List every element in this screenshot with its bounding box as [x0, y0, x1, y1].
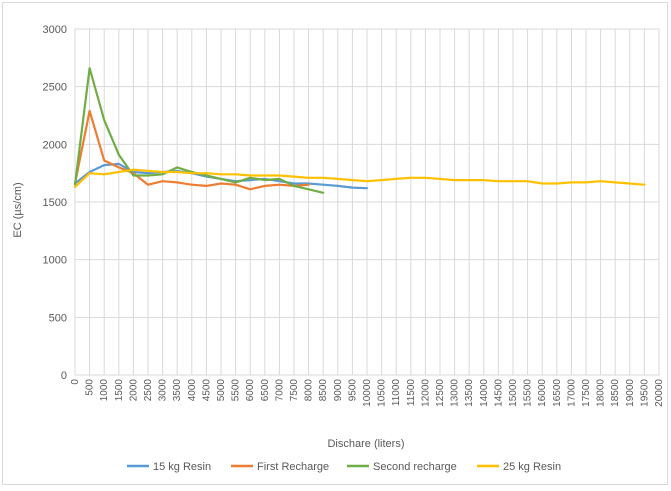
x-tick-label: 9000 [333, 379, 344, 402]
x-tick-label: 6500 [260, 379, 271, 402]
x-tick-label: 17000 [566, 379, 577, 407]
x-tick-label: 19000 [625, 379, 636, 407]
x-tick-label: 2500 [143, 379, 154, 402]
y-tick-label: 2000 [43, 139, 67, 151]
legend-label: 15 kg Resin [153, 461, 211, 473]
x-tick-label: 16000 [537, 379, 548, 407]
x-axis-tick-labels: 0 500 1000 1500 2000 2500 3000 3500 4000 4500 5000… [70, 379, 665, 407]
series-line [73, 109, 310, 191]
x-axis-label: Dischare (liters) [327, 438, 404, 450]
x-tick-label: 12000 [420, 379, 431, 407]
legend-label: First Recharge [257, 461, 329, 473]
x-tick-label: 5500 [231, 379, 242, 402]
legend-label: 25 kg Resin [503, 461, 561, 473]
y-axis-label: EC (µs/cm) [12, 182, 24, 237]
legend-label: Second recharge [373, 461, 457, 473]
x-tick-label: 17500 [581, 379, 592, 407]
x-tick-label: 5000 [216, 379, 227, 402]
chart-area: 0 500 1000 1500 2000 2500 3000 0 500 1000 1500 200… [2, 2, 668, 485]
y-tick-label: 1500 [43, 197, 67, 209]
x-tick-label: 10000 [362, 379, 373, 407]
x-tick-label: 12500 [435, 379, 446, 407]
x-tick-label: 4500 [201, 379, 212, 402]
x-tick-label: 18000 [596, 379, 607, 407]
legend-item: 15 kg Resin [127, 461, 211, 473]
x-tick-label: 20000 [654, 379, 665, 407]
x-tick-label: 7500 [289, 379, 300, 402]
x-tick-label: 14000 [479, 379, 490, 407]
x-tick-label: 11500 [406, 379, 417, 407]
x-tick-label: 13000 [450, 379, 461, 407]
x-tick-label: 2000 [128, 379, 139, 402]
y-tick-label: 3000 [43, 24, 67, 36]
legend: 15 kg Resin First Recharge Second recharge… [127, 461, 561, 473]
x-tick-label: 7000 [274, 379, 285, 402]
x-tick-label: 8000 [304, 379, 315, 402]
x-tick-label: 14500 [493, 379, 504, 407]
x-tick-label: 18500 [610, 379, 621, 407]
x-tick-label: 15000 [508, 379, 519, 407]
x-tick-label: 3000 [158, 379, 169, 402]
legend-item: First Recharge [231, 461, 329, 473]
legend-item: 25 kg Resin [477, 461, 561, 473]
x-tick-label: 6000 [245, 379, 256, 402]
x-tick-label: 15500 [523, 379, 534, 407]
y-tick-label: 1000 [43, 255, 67, 267]
y-tick-label: 500 [49, 312, 67, 324]
y-axis-tick-labels: 0 500 1000 1500 2000 2500 3000 [43, 24, 67, 382]
series-lines [73, 67, 646, 194]
y-tick-label: 2500 [43, 82, 67, 94]
x-tick-label: 13500 [464, 379, 475, 407]
legend-item: Second recharge [347, 461, 457, 473]
x-tick-label: 8500 [318, 379, 329, 402]
series-line [73, 168, 646, 189]
x-tick-label: 9500 [347, 379, 358, 402]
x-tick-label: 19500 [639, 379, 650, 407]
x-tick-label: 4000 [187, 379, 198, 402]
x-tick-label: 10500 [377, 379, 388, 407]
x-tick-label: 16500 [552, 379, 563, 407]
y-tick-label: 0 [61, 370, 67, 382]
x-tick-label: 3500 [172, 379, 183, 402]
x-tick-label: 1000 [99, 379, 110, 402]
x-tick-label: 11000 [391, 379, 402, 407]
x-tick-label: 0 [70, 379, 81, 385]
gridlines [74, 28, 660, 376]
x-tick-label: 1500 [114, 379, 125, 402]
x-tick-label: 500 [85, 379, 96, 396]
